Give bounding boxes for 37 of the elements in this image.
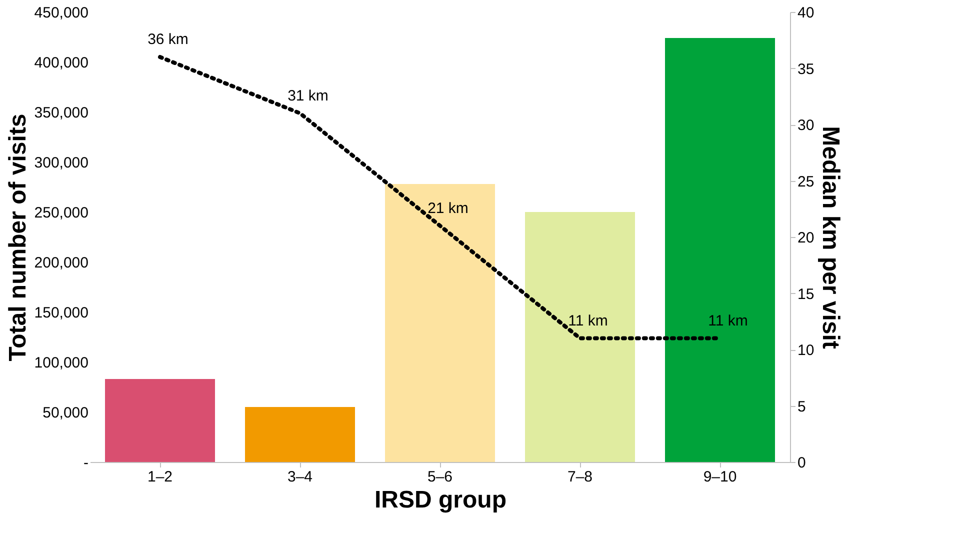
x-tick-label: 5–6 xyxy=(427,468,453,486)
y2-tick-label: 25 xyxy=(798,173,814,190)
y-tick-label: - xyxy=(84,454,88,472)
y-tick-label: 400,000 xyxy=(34,54,88,72)
data-label: 21 km xyxy=(428,200,468,217)
bar xyxy=(665,38,775,462)
y2-tick-label: 5 xyxy=(798,398,806,416)
data-label: 36 km xyxy=(148,31,188,48)
y-axis-title: Total number of visits xyxy=(4,114,32,362)
x-axis-title: IRSD group xyxy=(374,486,506,514)
y-tick-label: 350,000 xyxy=(34,104,88,122)
y-tick-label: 100,000 xyxy=(34,354,88,372)
bar xyxy=(245,407,355,462)
x-tick-label: 9–10 xyxy=(703,468,737,486)
x-tick-label: 1–2 xyxy=(147,468,173,486)
y2-tick-label: 10 xyxy=(798,342,814,359)
data-label: 11 km xyxy=(708,312,748,330)
bar xyxy=(525,212,635,462)
y2-tick-label: 0 xyxy=(798,454,806,472)
data-label: 31 km xyxy=(288,87,328,104)
data-label: 11 km xyxy=(568,312,608,330)
y2-axis-title: Median km per visit xyxy=(817,126,844,349)
y2-tick-label: 35 xyxy=(798,60,814,78)
y2-tick-label: 20 xyxy=(798,230,814,246)
y-tick-label: 250,000 xyxy=(34,204,88,222)
y2-tick-label: 15 xyxy=(798,286,814,303)
y2-tick-label: 40 xyxy=(798,4,814,22)
y-tick-label: 450,000 xyxy=(34,4,88,22)
bar xyxy=(105,379,215,462)
y-tick-label: 200,000 xyxy=(34,254,88,272)
y2-tick-label: 30 xyxy=(798,117,814,134)
bar xyxy=(385,184,495,462)
y-tick-label: 50,000 xyxy=(42,404,88,422)
y-tick-label: 300,000 xyxy=(34,154,88,172)
y-tick-label: 150,000 xyxy=(34,304,88,322)
x-tick-label: 7–8 xyxy=(567,468,593,486)
x-tick-label: 3–4 xyxy=(287,468,313,486)
